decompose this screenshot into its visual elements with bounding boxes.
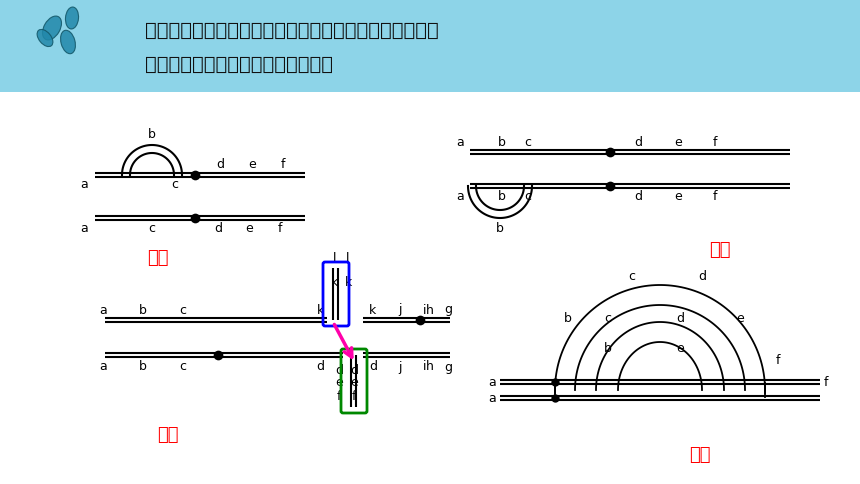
- Text: d: d: [335, 363, 343, 377]
- Text: i: i: [423, 361, 427, 374]
- Text: c: c: [605, 312, 611, 324]
- Text: a: a: [80, 179, 88, 192]
- Text: b: b: [498, 190, 506, 202]
- Text: e: e: [736, 312, 744, 324]
- Text: c: c: [171, 179, 179, 192]
- Text: j: j: [398, 361, 402, 374]
- Text: 易位: 易位: [157, 426, 179, 444]
- Text: c: c: [525, 190, 531, 202]
- Text: 过图示辨析染色体结构变异的类型。: 过图示辨析染色体结构变异的类型。: [145, 55, 333, 74]
- Text: b: b: [139, 303, 147, 317]
- Text: f: f: [776, 353, 780, 366]
- Text: f: f: [352, 390, 356, 403]
- Text: b: b: [148, 128, 156, 141]
- Text: a: a: [99, 361, 107, 374]
- Text: i: i: [423, 303, 427, 317]
- Text: k: k: [344, 275, 352, 288]
- Ellipse shape: [60, 30, 76, 54]
- Text: k: k: [331, 275, 339, 288]
- Text: b: b: [498, 136, 506, 149]
- Text: d: d: [214, 222, 222, 235]
- Text: k: k: [370, 303, 377, 317]
- Text: 重复: 重复: [710, 241, 731, 259]
- Text: e: e: [674, 136, 682, 149]
- Text: d: d: [350, 363, 358, 377]
- Text: g: g: [444, 303, 452, 317]
- Text: f: f: [278, 222, 282, 235]
- Text: g: g: [444, 361, 452, 374]
- Text: d: d: [634, 190, 642, 202]
- Text: f: f: [337, 390, 341, 403]
- Text: d: d: [634, 136, 642, 149]
- Text: a: a: [80, 222, 88, 235]
- Text: e: e: [350, 377, 358, 390]
- Text: c: c: [629, 271, 636, 284]
- Text: a: a: [488, 376, 496, 389]
- Text: e: e: [674, 190, 682, 202]
- Text: j: j: [398, 303, 402, 317]
- Text: h: h: [426, 303, 434, 317]
- Text: d: d: [369, 361, 377, 374]
- Text: l: l: [334, 252, 337, 264]
- Ellipse shape: [37, 30, 53, 46]
- Text: 倒位: 倒位: [689, 446, 710, 464]
- Ellipse shape: [65, 7, 78, 29]
- Text: c: c: [525, 136, 531, 149]
- Ellipse shape: [42, 16, 62, 40]
- Text: d: d: [698, 271, 706, 284]
- Text: d: d: [676, 312, 684, 324]
- Text: f: f: [280, 158, 286, 171]
- Text: c: c: [149, 222, 156, 235]
- Text: a: a: [99, 303, 107, 317]
- Text: l: l: [347, 252, 350, 264]
- Text: b: b: [604, 342, 612, 354]
- Text: e: e: [245, 222, 253, 235]
- Text: k: k: [316, 303, 323, 317]
- Text: 缺失: 缺失: [147, 249, 169, 267]
- Text: f: f: [713, 136, 717, 149]
- Text: b: b: [564, 312, 572, 324]
- Text: c: c: [180, 303, 187, 317]
- Text: b: b: [139, 361, 147, 374]
- Text: d: d: [216, 158, 224, 171]
- Text: d: d: [316, 361, 324, 374]
- Text: f: f: [713, 190, 717, 202]
- Text: a: a: [456, 136, 464, 149]
- Text: 下图为显微镜观察的变异杂合子染色体联会异常现象，通: 下图为显微镜观察的变异杂合子染色体联会异常现象，通: [145, 20, 439, 40]
- Text: a: a: [456, 190, 464, 202]
- Text: b: b: [496, 222, 504, 235]
- Text: e: e: [335, 377, 343, 390]
- Text: h: h: [426, 361, 434, 374]
- Text: e: e: [676, 342, 684, 354]
- Text: e: e: [249, 158, 256, 171]
- Text: c: c: [180, 361, 187, 374]
- Text: f: f: [824, 376, 828, 389]
- Text: a: a: [488, 392, 496, 405]
- Bar: [0, 0, 860, 92]
